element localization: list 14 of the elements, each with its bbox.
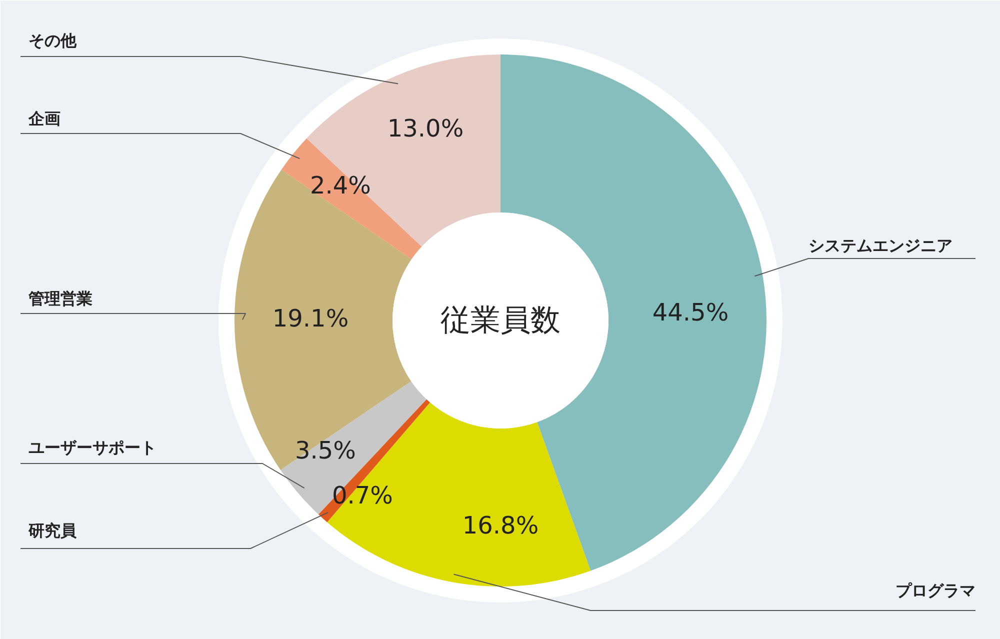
slice-label: システムエンジニア [808,236,952,255]
slice-label: プログラマ [896,581,976,600]
slice-label: ユーザーサポート [28,438,156,457]
data-label: 2.4% [310,172,371,200]
text: 従業員数 [440,303,560,338]
data-label: 13.0% [387,114,464,142]
data-label: 3.5% [295,436,356,464]
slice-label: 企画 [28,109,60,128]
slice-label: その他 [28,31,78,50]
data-label: 16.8% [462,512,539,540]
slice-label: 研究員 [28,521,78,540]
slice-label: 管理営業 [28,289,92,308]
data-label: 44.5% [652,298,729,326]
data-label: 19.1% [272,304,349,332]
